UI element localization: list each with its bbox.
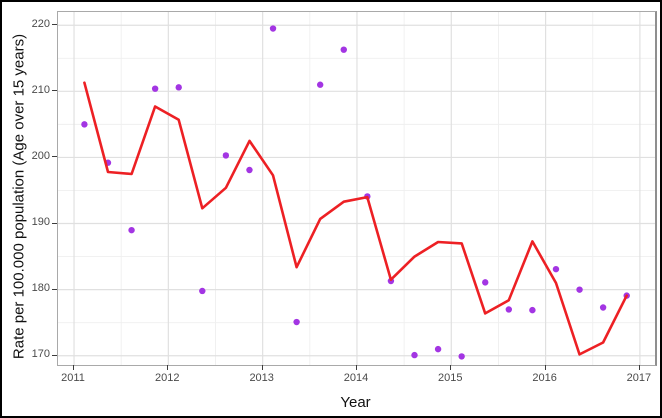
y-tick-label: 220 <box>31 17 50 30</box>
data-point <box>599 304 607 311</box>
y-tick-mark <box>52 90 57 92</box>
x-tick-label: 2017 <box>626 372 652 384</box>
data-point <box>269 25 277 32</box>
y-axis-title: Rate per 100.000 population (Age over 15… <box>10 33 28 360</box>
data-point <box>246 166 253 174</box>
data-point <box>81 121 88 128</box>
x-tick-label: 2016 <box>532 372 557 384</box>
x-tick-label: 2011 <box>61 372 85 384</box>
data-point <box>222 152 230 159</box>
data-point <box>458 353 465 360</box>
data-point <box>505 306 513 313</box>
y-tick-mark <box>52 354 57 356</box>
y-tick-mark <box>52 24 57 26</box>
y-tick-label: 210 <box>31 83 50 96</box>
x-tick-mark <box>450 365 452 370</box>
fitted-trend-line <box>83 81 629 356</box>
x-tick-mark <box>544 365 546 370</box>
y-tick-label: 180 <box>31 282 50 295</box>
data-point <box>199 287 206 295</box>
data-point <box>552 265 560 273</box>
y-tick-label: 200 <box>31 149 50 162</box>
x-tick-label: 2013 <box>249 372 274 384</box>
data-point <box>316 81 324 88</box>
x-tick-mark <box>261 365 263 370</box>
data-point <box>434 345 442 353</box>
x-tick-mark <box>356 365 357 370</box>
x-axis-title: Year <box>340 394 371 411</box>
data-point <box>576 286 583 293</box>
y-tick-mark <box>52 288 57 290</box>
data-point <box>128 226 135 234</box>
y-tick-label: 190 <box>31 216 50 228</box>
x-tick-label: 2015 <box>438 372 463 384</box>
x-tick-mark <box>73 365 74 370</box>
x-tick-label: 2014 <box>343 372 369 384</box>
data-point <box>529 306 536 314</box>
y-tick-label: 170 <box>31 348 50 361</box>
data-point <box>482 279 489 286</box>
y-tick-mark <box>52 222 57 224</box>
plot-panel <box>57 11 657 366</box>
data-point <box>293 318 300 326</box>
x-tick-label: 2012 <box>155 372 180 384</box>
data-point <box>175 84 182 91</box>
x-tick-mark <box>167 365 169 370</box>
x-tick-mark <box>638 365 640 370</box>
y-tick-mark <box>52 156 57 158</box>
data-point <box>411 351 418 359</box>
data-point <box>340 46 347 53</box>
chart-canvas <box>58 12 655 365</box>
data-point <box>151 85 159 92</box>
